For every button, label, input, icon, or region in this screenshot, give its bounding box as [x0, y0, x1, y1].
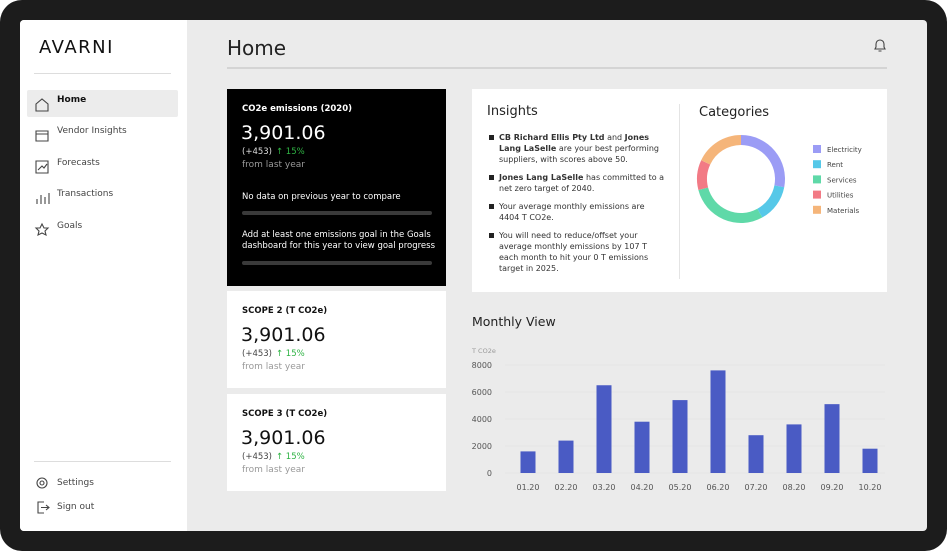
- change-value: (+453): [242, 349, 272, 359]
- change-pct: ↑ 15%: [275, 452, 305, 462]
- sidebar: AVARNI Home Vendor Insights Forecasts Trans…: [20, 20, 187, 531]
- chart-icon: [35, 160, 49, 174]
- change-pct: ↑ 15%: [275, 147, 305, 157]
- nav-item[interactable]: Home: [57, 95, 87, 105]
- brand-logo[interactable]: AVARNI: [39, 37, 114, 58]
- progress-bar: [242, 211, 432, 215]
- store-icon: [35, 130, 49, 142]
- card-change: (+453) ↑ 15%: [242, 349, 305, 359]
- card-value: 3,901.06: [241, 324, 326, 346]
- nav-icons: [34, 98, 50, 514]
- insights-list: CB Richard Ellis Pty Ltd and Jones Lang …: [487, 132, 667, 281]
- divider: [34, 461, 171, 462]
- card-value: 3,901.06: [241, 122, 326, 144]
- insights-title: Insights: [487, 104, 538, 119]
- insight-text: Your average monthly emissions are 4404 …: [499, 202, 645, 222]
- insights-panel: Insights CB Richard Ellis Pty Ltd and Jo…: [472, 89, 887, 292]
- nav-item[interactable]: Transactions: [57, 189, 114, 199]
- kpi-card: CO2e emissions (2020) 3,901.06 (+453) ↑ 15%…: [227, 89, 446, 286]
- divider: [34, 73, 171, 74]
- page-title: Home: [227, 36, 287, 60]
- card-title: CO2e emissions (2020): [242, 104, 353, 114]
- card-subtitle: from last year: [242, 362, 305, 372]
- change-value: (+453): [242, 452, 272, 462]
- card-note: No data on previous year to compare: [242, 192, 401, 202]
- card-value: 3,901.06: [241, 427, 326, 449]
- nav-item[interactable]: Forecasts: [57, 158, 100, 168]
- insight-text: Jones Lang LaSelle: [499, 133, 650, 153]
- insight-text: CB Richard Ellis Pty Ltd: [499, 133, 605, 142]
- settings-icon: [36, 477, 48, 489]
- settings-icon: [39, 480, 45, 486]
- card-subtitle: from last year: [242, 465, 305, 475]
- nav-item[interactable]: Goals: [57, 221, 83, 231]
- insight-text: and: [604, 133, 625, 142]
- active-nav-bg: [27, 90, 178, 117]
- card-subtitle: from last year: [242, 160, 305, 170]
- home-icon: [35, 98, 49, 112]
- card-note: Add at least one emissions goal in the G…: [242, 230, 436, 251]
- nav-item[interactable]: Settings: [57, 478, 94, 488]
- divider: [679, 104, 680, 279]
- nav-item[interactable]: Sign out: [57, 502, 95, 512]
- header-divider: [227, 67, 887, 69]
- card-title: SCOPE 3 (T CO2e): [242, 409, 328, 419]
- star-icon: [34, 222, 50, 237]
- progress-bar: [242, 261, 432, 265]
- bars-icon: [36, 193, 50, 204]
- notifications-bell[interactable]: [872, 38, 888, 54]
- insight-text: Jones Lang LaSelle: [499, 173, 584, 182]
- insight-item: You will need to reduce/offset your aver…: [487, 230, 667, 274]
- insight-item: Jones Lang LaSelle has committed to a ne…: [487, 172, 667, 194]
- insight-item: CB Richard Ellis Pty Ltd and Jones Lang …: [487, 132, 667, 165]
- nav-item[interactable]: Vendor Insights: [57, 126, 127, 136]
- change-pct: ↑ 15%: [275, 349, 305, 359]
- signout-icon: [37, 501, 50, 514]
- screen: AVARNI Home Vendor Insights Forecasts Trans…: [20, 20, 927, 531]
- kpi-card: SCOPE 2 (T CO2e) 3,901.06 (+453) ↑ 15% from …: [227, 291, 446, 388]
- card-change: (+453) ↑ 15%: [242, 147, 305, 157]
- card-title: SCOPE 2 (T CO2e): [242, 306, 328, 316]
- change-value: (+453): [242, 147, 272, 157]
- insight-item: Your average monthly emissions are 4404 …: [487, 201, 667, 223]
- card-change: (+453) ↑ 15%: [242, 452, 305, 462]
- insight-text: You will need to reduce/offset your aver…: [499, 231, 649, 273]
- insight-text: are your best performing suppliers, with…: [499, 144, 660, 164]
- insight-text: has committed to a net zero target of 20…: [499, 173, 665, 193]
- kpi-card: SCOPE 3 (T CO2e) 3,901.06 (+453) ↑ 15% from …: [227, 394, 446, 491]
